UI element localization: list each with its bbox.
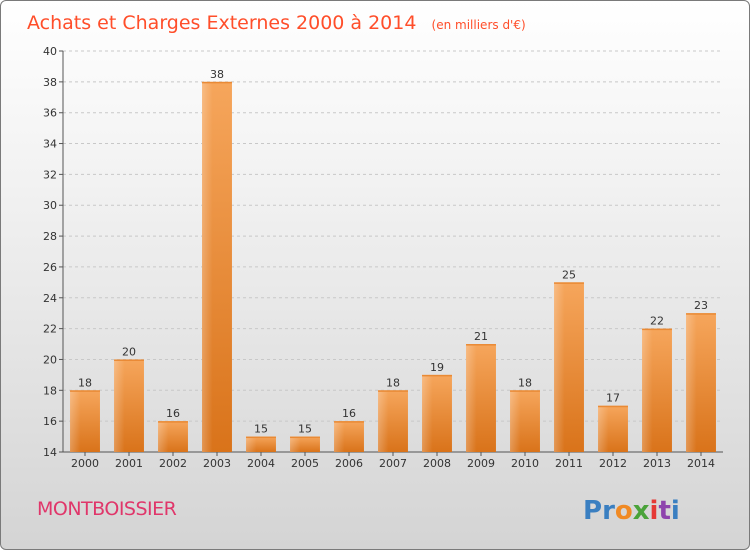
bar-cap-2002 <box>158 421 188 423</box>
x-tick-label-2012: 2012 <box>599 457 627 470</box>
x-tick-label-2009: 2009 <box>467 457 495 470</box>
bar-cap-2012 <box>598 405 628 408</box>
value-label-2002: 16 <box>166 407 180 420</box>
x-tick-label-2000: 2000 <box>71 457 99 470</box>
x-tick-label-2001: 2001 <box>115 457 143 470</box>
x-tick-label-2010: 2010 <box>511 457 539 470</box>
bar-highlight-2006 <box>334 421 345 452</box>
bar-cap-2009 <box>466 344 496 346</box>
y-tick-label-16: 16 <box>43 415 57 428</box>
bar-highlight-2008 <box>422 374 433 452</box>
proxiti-logo: Proxiti <box>583 496 680 526</box>
y-tick-label-14: 14 <box>43 446 57 459</box>
value-label-2006: 16 <box>342 407 356 420</box>
value-label-2012: 17 <box>606 392 620 405</box>
bar-cap-2010 <box>510 390 540 392</box>
bar-cap-2014 <box>686 313 716 315</box>
value-label-2003: 38 <box>210 68 224 81</box>
y-tick-label-40: 40 <box>43 45 57 58</box>
y-tick-label-32: 32 <box>43 168 57 181</box>
grid-lines <box>63 50 723 422</box>
chart-title: Achats et Charges Externes 2000 à 2014 (… <box>27 12 526 34</box>
value-label-2007: 18 <box>386 376 400 389</box>
bar-highlight-2011 <box>554 282 565 452</box>
bar-cap-2001 <box>114 359 144 361</box>
labels: 18 2000 20 2001 16 2002 38 2003 15 2004 15 2005 16 20… <box>71 68 715 470</box>
chart-title-main: Achats et Charges Externes 2000 à 2014 <box>27 12 416 34</box>
x-tick-label-2006: 2006 <box>335 457 363 470</box>
chart-subtitle: (en milliers d'€) <box>432 18 526 32</box>
bar-highlight-2013 <box>642 328 653 452</box>
logo-letter: x <box>633 496 650 526</box>
value-label-2013: 22 <box>650 315 664 328</box>
x-tick-label-2014: 2014 <box>687 457 715 470</box>
value-label-2005: 15 <box>298 423 312 436</box>
logo-letter: i <box>671 496 680 526</box>
logo-letter: i <box>650 496 659 526</box>
bar-highlight-2004 <box>246 436 257 452</box>
y-tick-label-30: 30 <box>43 199 57 212</box>
x-tick-label-2013: 2013 <box>643 457 671 470</box>
value-label-2004: 15 <box>254 423 268 436</box>
bar-cap-2005 <box>290 436 320 439</box>
value-label-2014: 23 <box>694 299 708 312</box>
bar-highlight-2007 <box>378 390 389 452</box>
value-label-2009: 21 <box>474 330 488 343</box>
bar-cap-2011 <box>554 282 584 284</box>
x-tick-label-2002: 2002 <box>159 457 187 470</box>
y-tick-label-18: 18 <box>43 384 57 397</box>
bar-highlight-2003 <box>202 81 213 452</box>
bars <box>70 81 716 452</box>
bar-cap-2013 <box>642 328 672 331</box>
y-tick-label-36: 36 <box>43 107 57 120</box>
x-tick-label-2011: 2011 <box>555 457 583 470</box>
bar-highlight-2014 <box>686 313 697 452</box>
y-tick-label-22: 22 <box>43 323 57 336</box>
value-label-2001: 20 <box>122 345 136 358</box>
y-tick-label-26: 26 <box>43 261 57 274</box>
bar-highlight-2010 <box>510 390 521 452</box>
x-tick-label-2008: 2008 <box>423 457 451 470</box>
y-tick-label-38: 38 <box>43 76 57 89</box>
bar-highlight-2000 <box>70 390 81 452</box>
x-tick-label-2007: 2007 <box>379 457 407 470</box>
commune-name: MONTBOISSIER <box>37 498 177 520</box>
value-label-2000: 18 <box>78 376 92 389</box>
x-tick-label-2005: 2005 <box>291 457 319 470</box>
bar-highlight-2005 <box>290 436 301 452</box>
logo-letter: t <box>658 496 670 526</box>
bar-highlight-2012 <box>598 405 609 452</box>
y-tick-label-20: 20 <box>43 353 57 366</box>
value-label-2010: 18 <box>518 376 532 389</box>
bar-cap-2008 <box>422 374 452 377</box>
bar-highlight-2001 <box>114 359 125 452</box>
value-label-2008: 19 <box>430 361 444 374</box>
bar-highlight-2009 <box>466 344 477 452</box>
x-tick-label-2004: 2004 <box>247 457 275 470</box>
y-tick-label-28: 28 <box>43 230 57 243</box>
value-label-2011: 25 <box>562 268 576 281</box>
bar-cap-2000 <box>70 390 100 392</box>
bar-highlight-2002 <box>158 421 169 452</box>
bar-cap-2007 <box>378 390 408 392</box>
logo-letter: r <box>602 496 615 526</box>
logo-letter: o <box>615 496 633 526</box>
logo-letter: P <box>583 496 602 526</box>
bar-cap-2003 <box>202 81 232 84</box>
bar-cap-2004 <box>246 436 276 439</box>
x-tick-label-2003: 2003 <box>203 457 231 470</box>
y-tick-label-24: 24 <box>43 292 57 305</box>
y-tick-label-34: 34 <box>43 138 57 151</box>
bar-cap-2006 <box>334 421 364 423</box>
